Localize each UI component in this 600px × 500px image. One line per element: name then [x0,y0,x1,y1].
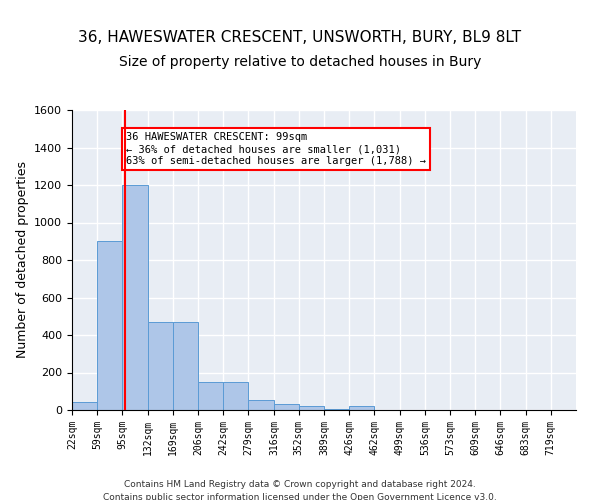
Y-axis label: Number of detached properties: Number of detached properties [16,162,29,358]
Bar [173,322,199,410]
Bar [349,406,374,410]
Bar [274,404,299,410]
Text: 36 HAWESWATER CRESCENT: 99sqm
← 36% of detached houses are smaller (1,031)
63% o: 36 HAWESWATER CRESCENT: 99sqm ← 36% of d… [126,132,426,166]
Text: Size of property relative to detached houses in Bury: Size of property relative to detached ho… [119,55,481,69]
Bar [148,322,173,410]
Bar [122,185,148,410]
Bar [324,409,349,410]
Text: Contains public sector information licensed under the Open Government Licence v3: Contains public sector information licen… [103,492,497,500]
Bar [97,242,122,410]
Bar [248,400,274,410]
Bar [199,382,223,410]
Bar [299,406,324,410]
Text: 36, HAWESWATER CRESCENT, UNSWORTH, BURY, BL9 8LT: 36, HAWESWATER CRESCENT, UNSWORTH, BURY,… [79,30,521,45]
Text: Contains HM Land Registry data © Crown copyright and database right 2024.: Contains HM Land Registry data © Crown c… [124,480,476,489]
Bar [223,382,248,410]
Bar [72,402,97,410]
